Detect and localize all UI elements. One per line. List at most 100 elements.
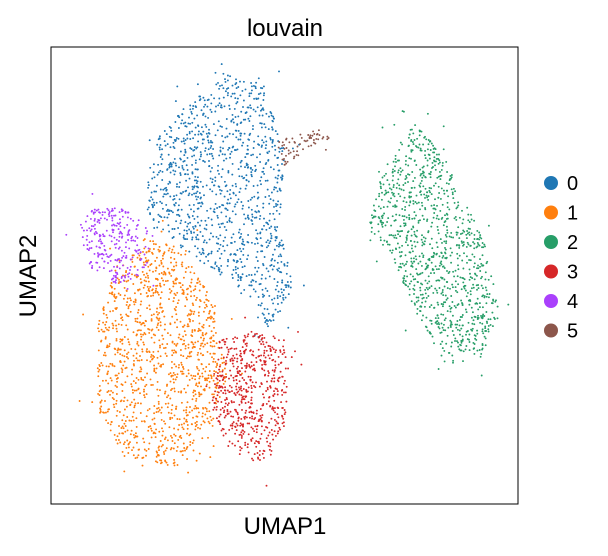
point-cluster-2 <box>424 300 427 303</box>
point-cluster-3 <box>225 396 228 399</box>
point-cluster-0 <box>207 141 210 144</box>
point-cluster-3 <box>260 425 263 428</box>
point-cluster-1 <box>178 333 181 336</box>
point-cluster-3 <box>224 363 227 366</box>
point-cluster-0 <box>263 256 266 258</box>
point-cluster-3 <box>241 408 243 411</box>
point-cluster-3 <box>235 379 238 381</box>
point-cluster-2 <box>431 256 434 258</box>
point-cluster-2 <box>458 324 461 327</box>
point-cluster-1 <box>201 332 204 334</box>
point-cluster-0 <box>167 224 170 227</box>
point-cluster-0 <box>282 289 285 291</box>
point-cluster-3 <box>244 402 247 404</box>
point-cluster-1 <box>200 393 203 396</box>
point-cluster-0 <box>249 104 252 107</box>
point-cluster-1 <box>206 379 209 382</box>
point-cluster-1 <box>133 292 136 295</box>
point-cluster-0 <box>166 143 169 146</box>
point-cluster-1 <box>182 355 185 358</box>
point-cluster-3 <box>224 399 227 401</box>
point-cluster-0 <box>273 188 275 191</box>
point-cluster-1 <box>103 330 106 333</box>
point-cluster-1 <box>212 339 215 342</box>
point-cluster-1 <box>171 387 174 390</box>
point-cluster-1 <box>176 291 179 294</box>
point-cluster-1 <box>159 346 161 349</box>
point-cluster-1 <box>154 436 157 439</box>
point-cluster-4 <box>103 260 106 263</box>
point-cluster-2 <box>462 360 464 363</box>
point-cluster-2 <box>377 205 380 208</box>
point-cluster-2 <box>433 306 436 309</box>
point-cluster-4 <box>131 235 134 238</box>
point-cluster-3 <box>240 417 243 420</box>
point-cluster-2 <box>396 199 398 202</box>
point-cluster-1 <box>222 382 225 385</box>
point-cluster-0 <box>254 170 257 173</box>
point-cluster-0 <box>182 236 185 239</box>
point-cluster-0 <box>174 100 177 103</box>
point-cluster-1 <box>123 294 126 297</box>
point-cluster-0 <box>233 253 236 255</box>
point-cluster-2 <box>401 262 404 265</box>
point-cluster-2 <box>472 241 475 244</box>
point-cluster-0 <box>186 156 189 159</box>
point-cluster-0 <box>182 122 185 125</box>
point-cluster-1 <box>138 329 140 332</box>
point-cluster-0 <box>247 217 250 220</box>
point-cluster-3 <box>253 453 256 456</box>
point-cluster-1 <box>180 361 183 364</box>
legend-marker-2 <box>544 235 558 249</box>
point-cluster-4 <box>94 230 97 233</box>
point-cluster-2 <box>436 214 439 217</box>
point-cluster-1 <box>159 321 162 324</box>
point-cluster-4 <box>86 248 89 250</box>
point-cluster-1 <box>111 322 114 325</box>
point-cluster-3 <box>224 386 227 389</box>
point-cluster-0 <box>210 218 213 221</box>
point-cluster-3 <box>265 341 268 344</box>
point-cluster-3 <box>245 344 248 347</box>
point-cluster-0 <box>243 265 246 268</box>
point-cluster-1 <box>137 311 139 314</box>
point-cluster-0 <box>260 250 263 253</box>
point-cluster-1 <box>102 306 105 309</box>
point-cluster-1 <box>113 433 116 436</box>
point-cluster-1 <box>170 374 173 377</box>
point-cluster-1 <box>122 364 125 367</box>
point-cluster-2 <box>462 267 465 270</box>
point-cluster-2 <box>437 196 440 199</box>
point-cluster-0 <box>152 163 155 166</box>
point-cluster-2 <box>404 254 407 257</box>
point-cluster-0 <box>187 186 189 189</box>
point-cluster-2 <box>399 225 402 228</box>
point-cluster-0 <box>246 144 249 147</box>
point-cluster-3 <box>272 374 275 377</box>
point-cluster-1 <box>111 363 114 366</box>
point-cluster-0 <box>178 198 181 201</box>
point-cluster-1 <box>197 351 200 354</box>
point-cluster-0 <box>272 115 275 118</box>
point-cluster-0 <box>257 296 260 298</box>
point-cluster-1 <box>173 282 176 285</box>
point-cluster-0 <box>262 295 264 298</box>
point-cluster-3 <box>226 353 229 356</box>
point-cluster-0 <box>192 137 195 140</box>
point-cluster-1 <box>152 350 155 353</box>
point-cluster-0 <box>264 287 267 290</box>
cluster-0-points <box>146 63 305 341</box>
point-cluster-2 <box>454 286 457 289</box>
point-cluster-0 <box>153 204 156 206</box>
scatter-points <box>65 63 510 487</box>
point-cluster-3 <box>262 456 265 459</box>
point-cluster-1 <box>221 362 224 364</box>
point-cluster-2 <box>404 270 407 272</box>
point-cluster-4 <box>151 234 154 237</box>
point-cluster-3 <box>235 429 238 432</box>
point-cluster-1 <box>212 417 215 420</box>
point-cluster-4 <box>93 208 96 211</box>
point-cluster-3 <box>251 437 254 440</box>
point-cluster-1 <box>208 386 211 389</box>
point-cluster-2 <box>370 230 373 233</box>
